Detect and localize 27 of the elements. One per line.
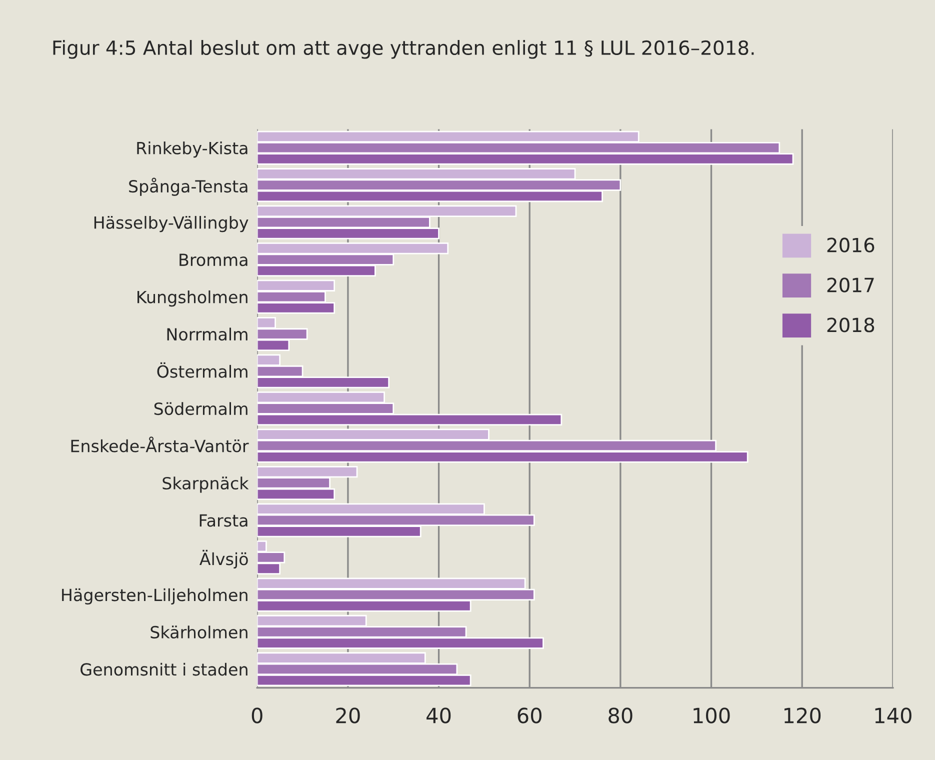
y-tick-label: Kungsholmen — [138, 290, 248, 307]
y-tick-label: Enskede-Årsta-Vantör — [71, 436, 249, 452]
x-tick-label: 20 — [336, 708, 360, 724]
x-tick-label: 100 — [694, 708, 730, 724]
x-tick-label: 120 — [784, 708, 821, 724]
x-tick-label: 0 — [252, 708, 262, 724]
y-tick-label: Farsta — [200, 514, 248, 527]
legend-label: 2018 — [827, 318, 874, 332]
y-tick-label: Spånga-Tensta — [129, 178, 248, 196]
legend-label: 2016 — [827, 238, 874, 252]
y-tick-label: Norrmalm — [167, 328, 248, 341]
x-tick-label: 140 — [875, 708, 912, 724]
y-tick-label: Rinkeby-Kista — [137, 141, 248, 158]
y-tick-label: Älvsjö — [200, 550, 248, 569]
legend-label: 2017 — [827, 278, 874, 292]
y-tick-label: Södermalm — [154, 402, 248, 416]
chart-title: Figur 4:5 Antal beslut om att avge yttranden enligt 11 § LUL 2016–2018. — [53, 40, 754, 59]
y-tick-label: Skärholmen — [150, 626, 248, 639]
y-tick-label: Hässelby-Vällingby — [94, 216, 248, 232]
y-tick-label: Bromma — [180, 254, 248, 266]
x-tick-label: 80 — [608, 708, 632, 724]
x-tick-label: 60 — [518, 708, 542, 724]
x-tick-label: 40 — [426, 708, 451, 724]
y-tick-label: Genomsnitt i staden — [80, 662, 248, 676]
y-tick-label: Skarpnäck — [162, 476, 249, 493]
y-tick-label: Östermalm — [157, 362, 248, 378]
y-tick-label: Hägersten-Liljeholmen — [62, 588, 248, 604]
